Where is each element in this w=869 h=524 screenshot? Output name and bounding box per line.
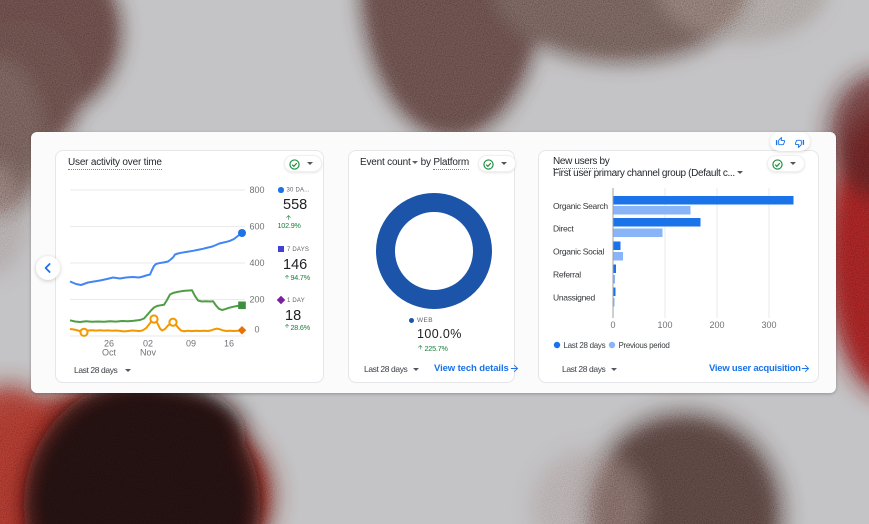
svg-text:Referral: Referral [553, 270, 581, 280]
svg-text:0: 0 [610, 320, 615, 330]
svg-text:Oct: Oct [102, 348, 117, 358]
svg-text:Previous period: Previous period [619, 341, 670, 350]
svg-text:200: 200 [709, 320, 724, 330]
svg-text:Direct: Direct [553, 224, 574, 234]
svg-text:Organic Social: Organic Social [553, 247, 604, 257]
svg-text:100: 100 [657, 320, 672, 330]
svg-text:Nov: Nov [140, 348, 157, 358]
svg-text:09: 09 [186, 339, 196, 349]
svg-text:0: 0 [254, 325, 259, 335]
svg-text:Last 28 days: Last 28 days [564, 341, 606, 350]
svg-text:300: 300 [761, 320, 776, 330]
svg-text:800: 800 [249, 185, 264, 195]
svg-text:02: 02 [143, 339, 153, 349]
svg-text:200: 200 [249, 295, 264, 305]
svg-text:Organic Search: Organic Search [553, 201, 608, 211]
svg-text:400: 400 [249, 258, 264, 268]
svg-text:16: 16 [224, 339, 234, 349]
svg-text:Unassigned: Unassigned [553, 293, 595, 303]
svg-text:600: 600 [249, 222, 264, 232]
svg-text:26: 26 [104, 339, 114, 349]
